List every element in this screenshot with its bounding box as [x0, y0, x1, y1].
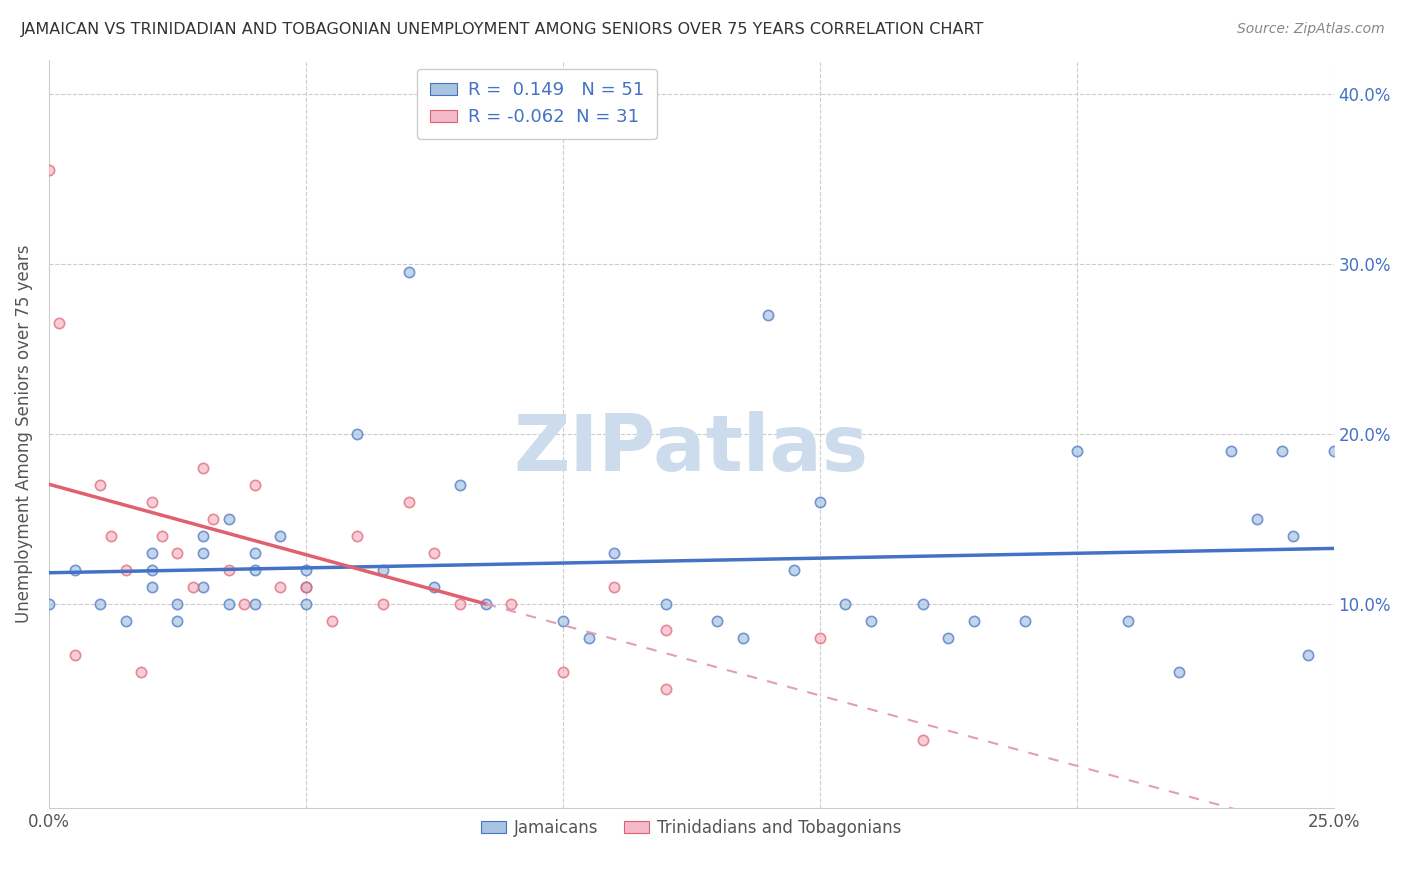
Point: [1066, 444, 1088, 458]
Point: [371, 563, 394, 577]
Point: [834, 597, 856, 611]
Point: [551, 614, 574, 628]
Point: [38, 597, 60, 611]
Point: [936, 632, 959, 646]
Point: [398, 495, 420, 509]
Point: [141, 495, 163, 509]
Point: [346, 529, 368, 543]
Point: [115, 563, 138, 577]
Text: Source: ZipAtlas.com: Source: ZipAtlas.com: [1237, 22, 1385, 37]
Point: [63, 563, 86, 577]
Point: [1281, 529, 1303, 543]
Point: [731, 632, 754, 646]
Point: [269, 580, 291, 594]
Point: [89, 597, 111, 611]
Point: [295, 597, 318, 611]
Point: [295, 580, 318, 594]
Point: [1014, 614, 1036, 628]
Point: [911, 733, 934, 747]
Point: [654, 623, 676, 637]
Point: [1246, 512, 1268, 526]
Point: [346, 427, 368, 442]
Point: [398, 265, 420, 279]
Point: [963, 614, 986, 628]
Y-axis label: Unemployment Among Seniors over 75 years: Unemployment Among Seniors over 75 years: [15, 244, 32, 624]
Point: [654, 682, 676, 697]
Point: [191, 529, 214, 543]
Point: [191, 461, 214, 475]
Point: [603, 546, 626, 560]
Point: [449, 597, 471, 611]
Point: [578, 632, 600, 646]
Point: [243, 563, 266, 577]
Point: [150, 529, 173, 543]
Point: [423, 580, 446, 594]
Point: [38, 163, 60, 178]
Point: [860, 614, 883, 628]
Point: [141, 563, 163, 577]
Point: [243, 546, 266, 560]
Point: [48, 317, 70, 331]
Point: [449, 478, 471, 492]
Point: [243, 478, 266, 492]
Point: [141, 580, 163, 594]
Point: [1168, 665, 1191, 680]
Point: [474, 597, 496, 611]
Point: [911, 597, 934, 611]
Point: [1323, 444, 1346, 458]
Point: [783, 563, 806, 577]
Point: [501, 597, 523, 611]
Point: [706, 614, 728, 628]
Point: [1271, 444, 1294, 458]
Point: [1219, 444, 1241, 458]
Point: [233, 597, 256, 611]
Point: [141, 546, 163, 560]
Point: [1296, 648, 1319, 663]
Point: [321, 614, 343, 628]
Point: [1116, 614, 1139, 628]
Point: [423, 546, 446, 560]
Text: ZIPatlas: ZIPatlas: [513, 411, 869, 487]
Point: [166, 546, 188, 560]
Point: [218, 563, 240, 577]
Point: [243, 597, 266, 611]
Point: [63, 648, 86, 663]
Point: [131, 665, 153, 680]
Point: [166, 597, 188, 611]
Legend: Jamaicans, Trinidadians and Tobagonians: Jamaicans, Trinidadians and Tobagonians: [472, 810, 910, 845]
Point: [808, 495, 831, 509]
Point: [218, 512, 240, 526]
Point: [218, 597, 240, 611]
Point: [181, 580, 204, 594]
Point: [191, 546, 214, 560]
Point: [808, 632, 831, 646]
Point: [603, 580, 626, 594]
Point: [295, 563, 318, 577]
Point: [758, 308, 780, 322]
Point: [551, 665, 574, 680]
Point: [89, 478, 111, 492]
Point: [269, 529, 291, 543]
Point: [191, 580, 214, 594]
Point: [166, 614, 188, 628]
Point: [295, 580, 318, 594]
Point: [100, 529, 122, 543]
Point: [202, 512, 225, 526]
Point: [654, 597, 676, 611]
Point: [371, 597, 394, 611]
Point: [115, 614, 138, 628]
Text: JAMAICAN VS TRINIDADIAN AND TOBAGONIAN UNEMPLOYMENT AMONG SENIORS OVER 75 YEARS : JAMAICAN VS TRINIDADIAN AND TOBAGONIAN U…: [21, 22, 984, 37]
